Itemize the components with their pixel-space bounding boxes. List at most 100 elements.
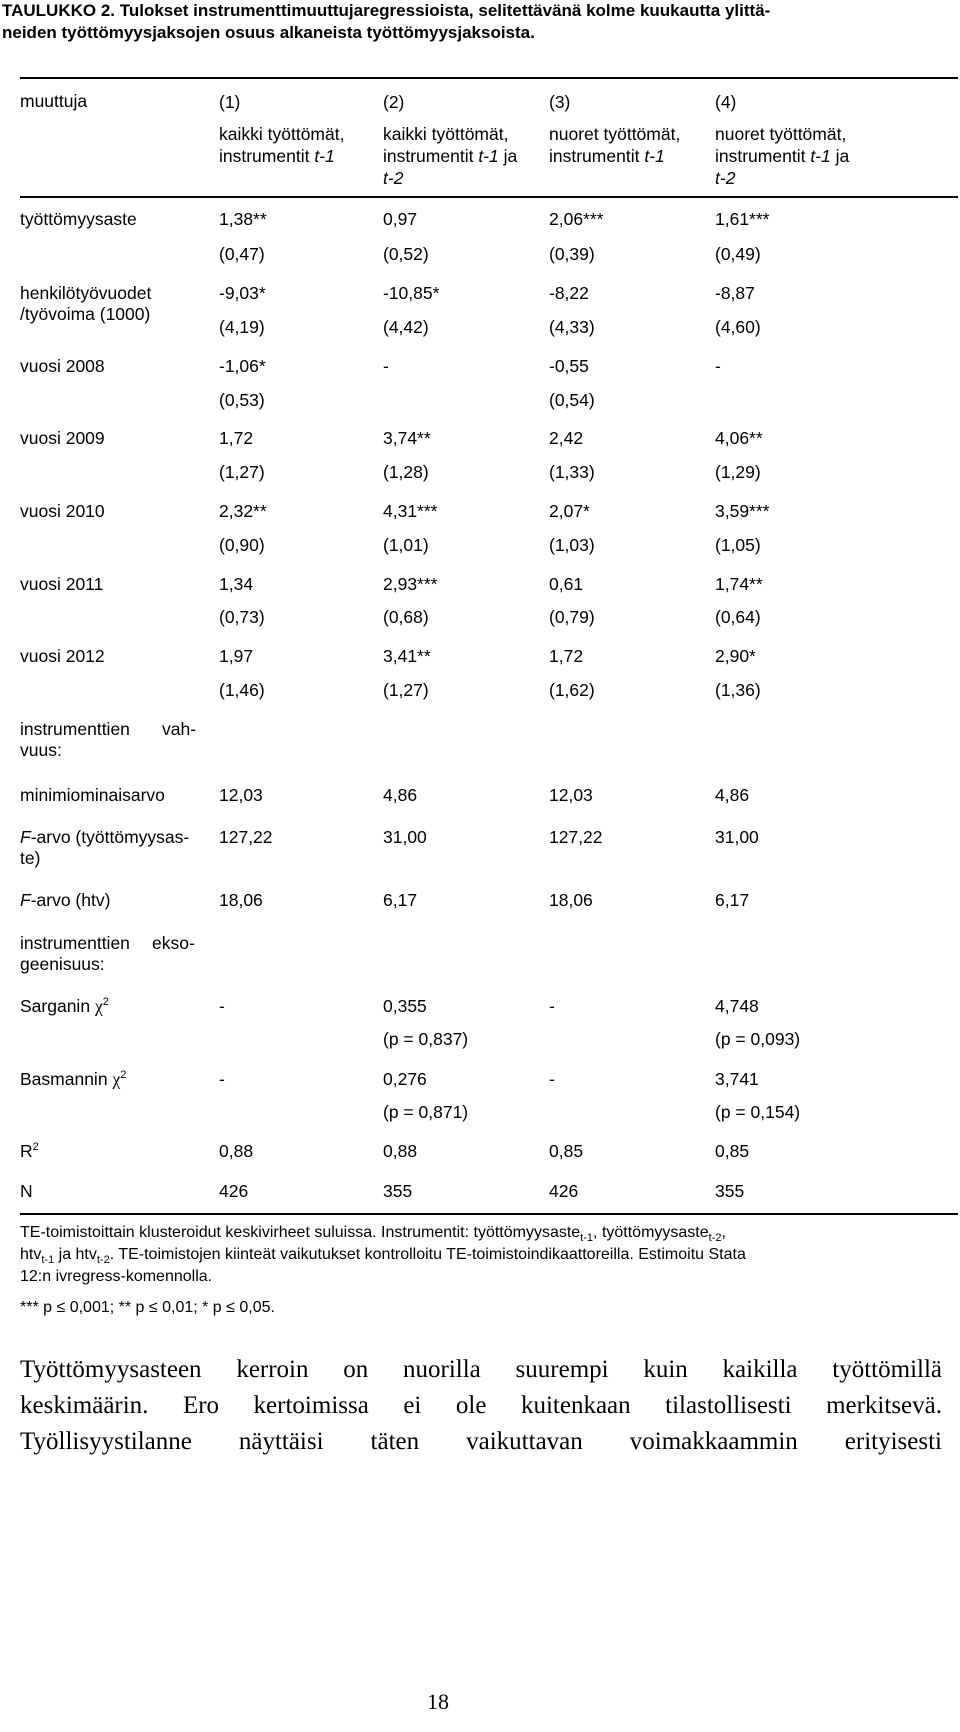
stat-cell: 4,748	[715, 996, 759, 1016]
row-label: vuosi 2012	[20, 646, 105, 666]
header-col-4: (4) nuoret työttömät, instrumentit t-1 j…	[715, 91, 849, 189]
header-col-line2: instrumentit t-1	[549, 146, 665, 166]
header-variable-label: muuttuja	[20, 91, 88, 111]
section-label-exogeneity-b: ekso-	[152, 933, 195, 953]
stat-cell: 0,88	[219, 1141, 254, 1161]
table-note-line-1: TE-toimistoittain klusteroidut keskivirh…	[20, 1224, 726, 1245]
coef-cell: 2,07*	[549, 501, 590, 521]
stat-cell: 18,06	[549, 890, 593, 910]
stat-cell: 31,00	[383, 827, 427, 847]
stat-cell: 127,22	[549, 827, 603, 847]
header-col-number: (3)	[549, 92, 571, 112]
se-cell: (0,73)	[219, 607, 265, 627]
stat-cell: -	[549, 1069, 555, 1089]
section-label-exogeneity-a: instrumenttien	[20, 933, 130, 953]
body-text-line: Työllisyystilanne näyttäisi täten vaikut…	[20, 1428, 942, 1455]
table-bottom-rule	[20, 1213, 958, 1215]
row-label: Sarganin χ2	[20, 996, 109, 1016]
stat-cell: 3,741	[715, 1069, 759, 1089]
coef-cell: -	[715, 356, 721, 376]
stat-cell: -	[219, 996, 225, 1016]
pvalue-cell: (p = 0,837)	[383, 1029, 469, 1049]
row-label: R2	[20, 1141, 39, 1161]
se-cell: (0,64)	[715, 607, 761, 627]
coef-cell: 1,72	[219, 428, 254, 448]
pvalue-cell: (p = 0,093)	[715, 1029, 801, 1049]
se-cell: (1,01)	[383, 535, 429, 555]
header-col-line1: kaikki työttömät,	[383, 124, 509, 144]
header-col-line3: t-2	[383, 168, 404, 188]
coef-cell: 2,42	[549, 428, 584, 448]
coef-cell: 1,34	[219, 574, 254, 594]
stat-cell: 426	[219, 1181, 249, 1201]
se-cell: (1,33)	[549, 462, 595, 482]
header-col-2: (2) kaikki työttömät, instrumentit t-1 j…	[383, 91, 517, 189]
row-label: minimiominaisarvo	[20, 785, 165, 805]
stat-cell: 355	[715, 1181, 745, 1201]
stat-cell: 0,355	[383, 996, 427, 1016]
coef-cell: -0,55	[549, 356, 589, 376]
row-label: henkilötyövuodet	[20, 283, 152, 303]
row-label: F-arvo (työttömyysas-	[20, 827, 190, 847]
significance-note: *** p ≤ 0,001; ** p ≤ 0,01; * p ≤ 0,05.	[20, 1299, 275, 1316]
coef-cell: -8,87	[715, 283, 755, 303]
se-cell: (0,47)	[219, 244, 265, 264]
stat-cell: -	[219, 1069, 225, 1089]
header-col-number: (1)	[219, 92, 241, 112]
stat-cell: 4,86	[383, 785, 418, 805]
stat-cell: 4,86	[715, 785, 750, 805]
se-cell: (0,68)	[383, 607, 429, 627]
header-col-line2: instrumentit t-1	[219, 146, 335, 166]
coef-cell: 4,06**	[715, 428, 763, 448]
row-label: F-arvo (htv)	[20, 890, 111, 910]
header-col-number: (4)	[715, 92, 737, 112]
se-cell: (0,53)	[219, 390, 265, 410]
stat-cell: 426	[549, 1181, 579, 1201]
header-col-number: (2)	[383, 92, 405, 112]
stat-cell: -	[549, 996, 555, 1016]
row-label: te)	[20, 848, 41, 868]
se-cell: (0,49)	[715, 244, 761, 264]
se-cell: (0,79)	[549, 607, 595, 627]
header-bottom-rule	[20, 196, 958, 198]
se-cell: (0,52)	[383, 244, 429, 264]
se-cell: (1,46)	[219, 680, 265, 700]
header-col-line3: t-2	[715, 168, 736, 188]
body-text-line: keskimäärin. Ero kertoimissa ei ole kuit…	[20, 1392, 942, 1419]
page-number: 18	[427, 1689, 449, 1714]
section-label-strength-b: vah-	[162, 719, 197, 739]
pvalue-cell: (p = 0,154)	[715, 1102, 801, 1122]
se-cell: (0,39)	[549, 244, 595, 264]
row-label: /työvoima (1000)	[20, 304, 151, 324]
se-cell: (4,42)	[383, 317, 429, 337]
coef-cell: 4,31***	[383, 501, 438, 521]
coef-cell: 1,38**	[219, 209, 267, 229]
se-cell: (4,19)	[219, 317, 265, 337]
stat-cell: 0,85	[549, 1141, 584, 1161]
row-label: N	[20, 1181, 33, 1201]
coef-cell: -8,22	[549, 283, 589, 303]
table-top-rule	[20, 77, 958, 79]
coef-cell: 0,97	[383, 209, 418, 229]
se-cell: (1,27)	[383, 680, 429, 700]
stat-cell: 12,03	[219, 785, 263, 805]
stat-cell: 18,06	[219, 890, 263, 910]
stat-cell: 0,85	[715, 1141, 750, 1161]
se-cell: (1,36)	[715, 680, 761, 700]
stat-cell: 355	[383, 1181, 413, 1201]
coef-cell: 1,97	[219, 646, 254, 666]
section-label-strength-a: instrumenttien	[20, 719, 130, 739]
se-cell: (1,29)	[715, 462, 761, 482]
row-label: työttömyysaste	[20, 209, 137, 229]
header-col-line1: nuoret työttömät,	[715, 124, 847, 144]
se-cell: (1,27)	[219, 462, 265, 482]
se-cell: (1,62)	[549, 680, 595, 700]
row-label: vuosi 2009	[20, 428, 105, 448]
row-label: Basmannin χ2	[20, 1069, 127, 1089]
stat-cell: 6,17	[383, 890, 418, 910]
coef-cell: 3,59***	[715, 501, 770, 521]
coef-cell: 2,90*	[715, 646, 756, 666]
se-cell: (1,28)	[383, 462, 429, 482]
header-col-1: (1) kaikki työttömät, instrumentit t-1	[219, 91, 344, 167]
table-caption-line-2: neiden työttömyysjaksojen osuus alkaneis…	[2, 23, 535, 42]
